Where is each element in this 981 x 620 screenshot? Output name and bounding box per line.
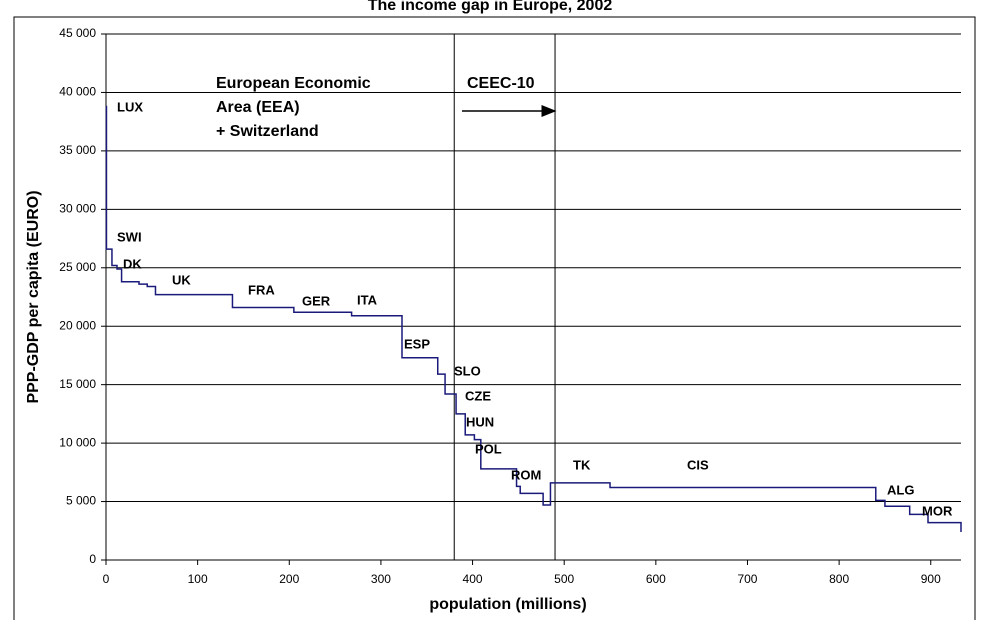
chart-title: The income gap in Europe, 2002 — [368, 0, 613, 14]
y-tick-label: 40 000 — [59, 85, 96, 99]
country-label: TK — [573, 457, 591, 472]
country-label: POL — [475, 441, 502, 456]
y-tick-label: 30 000 — [59, 202, 96, 216]
y-tick-label: 20 000 — [59, 318, 96, 332]
country-label: GER — [302, 293, 331, 308]
country-label: ESP — [404, 336, 430, 351]
x-tick-label: 100 — [188, 572, 208, 586]
country-label: ROM — [511, 467, 541, 482]
country-label: HUN — [466, 414, 494, 429]
y-tick-label: 35 000 — [59, 143, 96, 157]
country-label: FRA — [248, 282, 275, 297]
country-label: UK — [172, 272, 191, 287]
country-label: SWI — [117, 229, 142, 244]
region-label: + Switzerland — [216, 123, 319, 140]
y-tick-label: 15 000 — [59, 377, 96, 391]
x-axis-label: population (millions) — [429, 596, 586, 613]
y-tick-label: 5 000 — [66, 494, 96, 508]
country-label: DK — [123, 256, 142, 271]
country-label: SLO — [454, 363, 481, 378]
country-label: LUX — [117, 99, 143, 114]
x-tick-label: 0 — [103, 572, 110, 586]
x-tick-label: 400 — [463, 572, 483, 586]
x-tick-label: 800 — [829, 572, 849, 586]
country-label: CIS — [687, 457, 709, 472]
region-label: CEEC-10 — [467, 75, 535, 92]
x-tick-label: 300 — [371, 572, 391, 586]
region-label: European Economic — [216, 75, 371, 92]
x-tick-label: 900 — [921, 572, 941, 586]
frame — [13, 16, 976, 620]
region-label: Area (EEA) — [216, 99, 300, 116]
x-tick-label: 500 — [554, 572, 574, 586]
country-label: MOR — [922, 503, 953, 518]
x-tick-label: 700 — [737, 572, 757, 586]
x-tick-label: 600 — [646, 572, 666, 586]
x-tick-label: 200 — [279, 572, 299, 586]
country-label: ITA — [357, 292, 378, 307]
step-line — [105, 105, 962, 532]
y-axis-label: PPP-GDP per capita (EURO) — [25, 190, 42, 403]
country-label: CZE — [465, 388, 491, 403]
country-label: ALG — [887, 482, 914, 497]
y-tick-label: 10 000 — [59, 435, 96, 449]
y-tick-label: 0 — [89, 552, 96, 566]
y-tick-label: 25 000 — [59, 260, 96, 274]
y-tick-label: 45 000 — [59, 26, 96, 40]
